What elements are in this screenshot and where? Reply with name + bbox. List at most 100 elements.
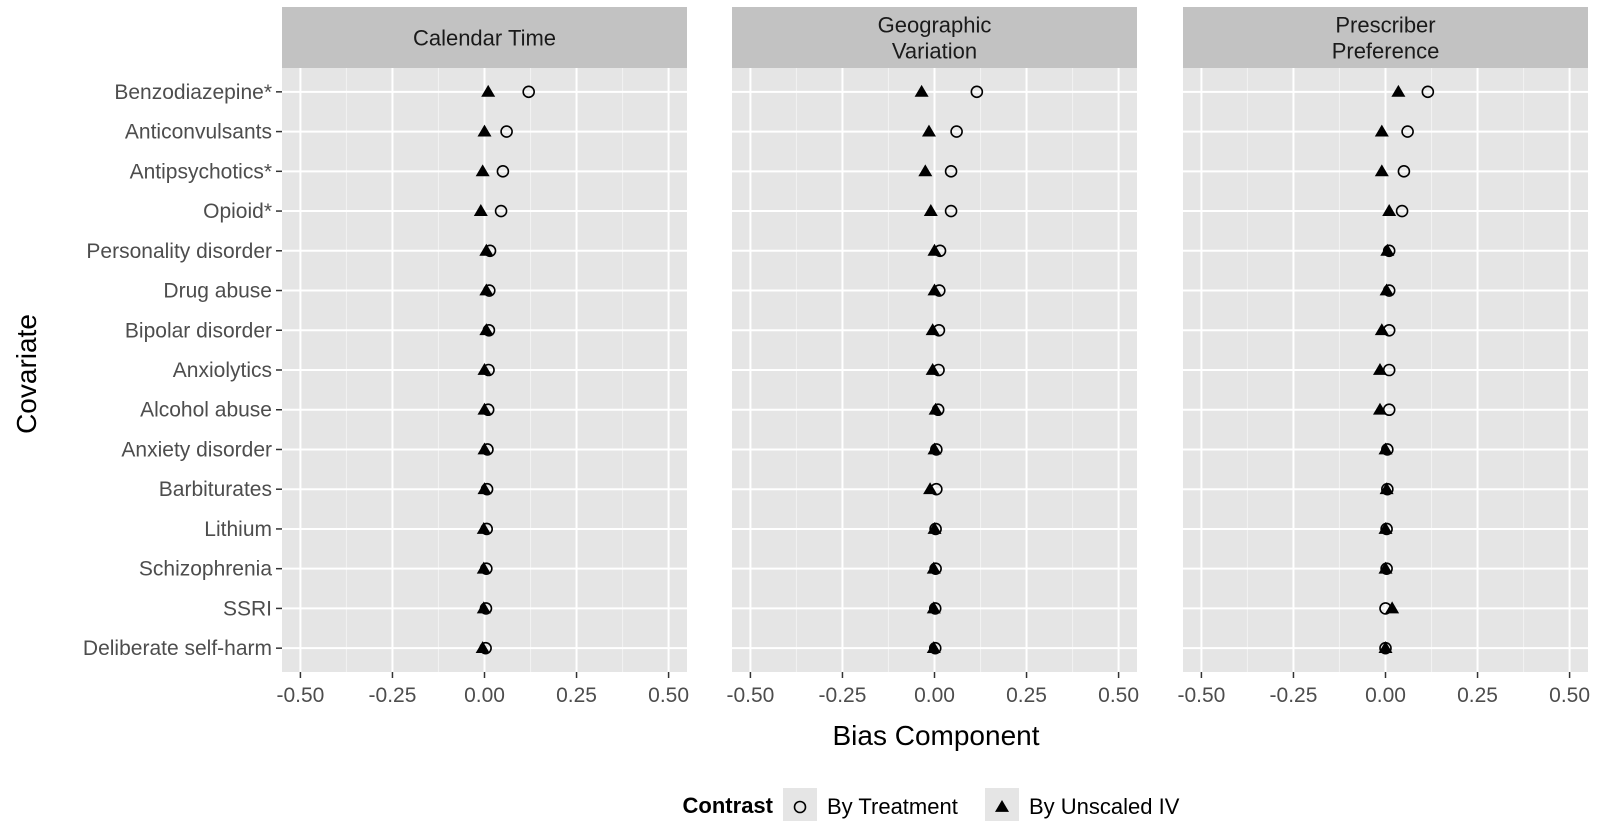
- x-tick-label: 0.25: [1457, 684, 1498, 707]
- x-tick-label: -0.50: [276, 684, 324, 707]
- point-by-unscaled-iv: [926, 641, 941, 654]
- legend-triangle-marker: [995, 800, 1009, 812]
- point-by-treatment: [1380, 562, 1393, 575]
- point-by-unscaled-iv: [1374, 323, 1389, 336]
- facet-title: Geographic: [878, 13, 992, 38]
- point-by-unscaled-iv: [926, 601, 941, 614]
- point-by-unscaled-iv: [1378, 561, 1393, 574]
- y-tick-label: Opioid*: [203, 200, 272, 223]
- facet-panel: Calendar Time -0.50 -0.25 0.00 0.25 0.50 Benzo…: [83, 7, 689, 707]
- point-by-unscaled-iv: [475, 164, 490, 177]
- y-tick-label: Deliberate self-harm: [83, 637, 272, 660]
- x-tick-label: 0.50: [1549, 684, 1590, 707]
- point-by-unscaled-iv: [927, 442, 942, 455]
- y-tick-label: Schizophrenia: [139, 558, 272, 581]
- point-by-unscaled-iv: [477, 124, 492, 137]
- legend-entry: By Treatment: [783, 788, 958, 821]
- point-by-unscaled-iv: [918, 164, 933, 177]
- legend-entry: By Unscaled IV: [985, 788, 1180, 821]
- facet-panels: Calendar Time -0.50 -0.25 0.00 0.25 0.50 Benzo…: [83, 7, 1590, 707]
- legend-keys: By Treatment By Unscaled IV: [783, 788, 1180, 821]
- point-by-unscaled-iv: [479, 323, 494, 336]
- point-by-unscaled-iv: [1374, 124, 1389, 137]
- legend: Contrast By Treatment By Unscaled IV: [683, 788, 1180, 821]
- point-by-unscaled-iv: [1374, 164, 1389, 177]
- y-tick-label: Anxiety disorder: [121, 438, 272, 461]
- y-tick-label: Lithium: [204, 518, 272, 541]
- legend-label: By Unscaled IV: [1029, 794, 1180, 819]
- point-by-treatment: [1421, 85, 1435, 99]
- point-by-unscaled-iv: [926, 561, 941, 574]
- legend-circle-marker: [793, 800, 807, 814]
- point-by-unscaled-iv: [479, 283, 494, 296]
- y-tick-label: Anticonvulsants: [125, 121, 272, 144]
- point-by-unscaled-iv: [1385, 601, 1400, 614]
- point-by-unscaled-iv: [1378, 442, 1393, 455]
- point-by-treatment: [950, 125, 963, 138]
- point-by-treatment: [522, 85, 535, 99]
- facet-strip: [282, 7, 687, 68]
- y-tick-label: Personality disorder: [86, 240, 272, 263]
- y-tick-label: Alcohol abuse: [140, 399, 272, 422]
- x-tick-label: -0.25: [369, 684, 417, 707]
- point-by-unscaled-iv: [476, 521, 491, 534]
- point-by-unscaled-iv: [1380, 243, 1395, 256]
- x-tick-label: 0.50: [648, 684, 689, 707]
- legend-title: Contrast: [683, 793, 774, 818]
- point-by-unscaled-iv: [1378, 521, 1393, 534]
- point-by-treatment: [496, 165, 510, 178]
- point-by-unscaled-iv: [477, 363, 492, 375]
- y-tick-label: Drug abuse: [163, 280, 272, 303]
- point-by-treatment: [494, 204, 508, 218]
- y-tick-label: Benzodiazepine*: [114, 81, 272, 104]
- point-by-treatment: [1401, 125, 1414, 138]
- point-by-unscaled-iv: [925, 323, 940, 336]
- legend-label: By Treatment: [827, 794, 958, 819]
- point-by-unscaled-iv: [1372, 402, 1387, 415]
- facet-title: Calendar Time: [413, 26, 556, 51]
- point-by-unscaled-iv: [927, 243, 942, 256]
- point-by-unscaled-iv: [1372, 363, 1387, 375]
- point-by-unscaled-iv: [927, 283, 942, 296]
- point-by-unscaled-iv: [473, 204, 488, 216]
- point-by-unscaled-iv: [925, 363, 940, 375]
- point-by-treatment: [944, 204, 958, 218]
- point-by-unscaled-iv: [481, 84, 496, 97]
- point-by-unscaled-iv: [921, 124, 936, 137]
- y-axis-title: Covariate: [11, 314, 42, 434]
- x-tick-label: 0.25: [1006, 684, 1047, 707]
- legend-key-background: [783, 788, 817, 821]
- x-tick-label: -0.50: [726, 684, 774, 707]
- point-by-unscaled-iv: [927, 521, 942, 534]
- point-by-treatment: [1380, 522, 1393, 536]
- point-by-unscaled-iv: [1378, 641, 1393, 654]
- x-tick-label: -0.25: [819, 684, 867, 707]
- y-tick-label: Barbiturates: [159, 478, 272, 501]
- point-by-unscaled-iv: [477, 482, 492, 495]
- x-tick-label: 0.00: [1365, 684, 1406, 707]
- point-by-unscaled-iv: [477, 402, 492, 415]
- point-by-treatment: [944, 165, 958, 178]
- point-by-unscaled-iv: [476, 561, 491, 574]
- x-tick-label: 0.00: [914, 684, 955, 707]
- point-by-unscaled-iv: [475, 641, 490, 654]
- facet-strip: [732, 7, 1137, 68]
- point-by-unscaled-iv: [477, 442, 492, 455]
- point-by-unscaled-iv: [1379, 482, 1394, 495]
- y-tick-label: Anxiolytics: [173, 359, 272, 382]
- point-by-unscaled-iv: [1382, 204, 1397, 216]
- facet-title: Variation: [892, 39, 977, 64]
- y-tick-label: Antipsychotics*: [130, 160, 272, 183]
- point-by-unscaled-iv: [479, 243, 494, 256]
- point-by-unscaled-iv: [1391, 84, 1406, 97]
- point-by-treatment: [1397, 165, 1411, 178]
- facet-title: Prescriber: [1335, 13, 1435, 38]
- x-tick-label: 0.00: [464, 684, 505, 707]
- point-by-treatment: [970, 85, 984, 99]
- point-by-treatment: [929, 522, 942, 536]
- x-tick-label: -0.25: [1270, 684, 1318, 707]
- point-by-unscaled-iv: [928, 402, 943, 415]
